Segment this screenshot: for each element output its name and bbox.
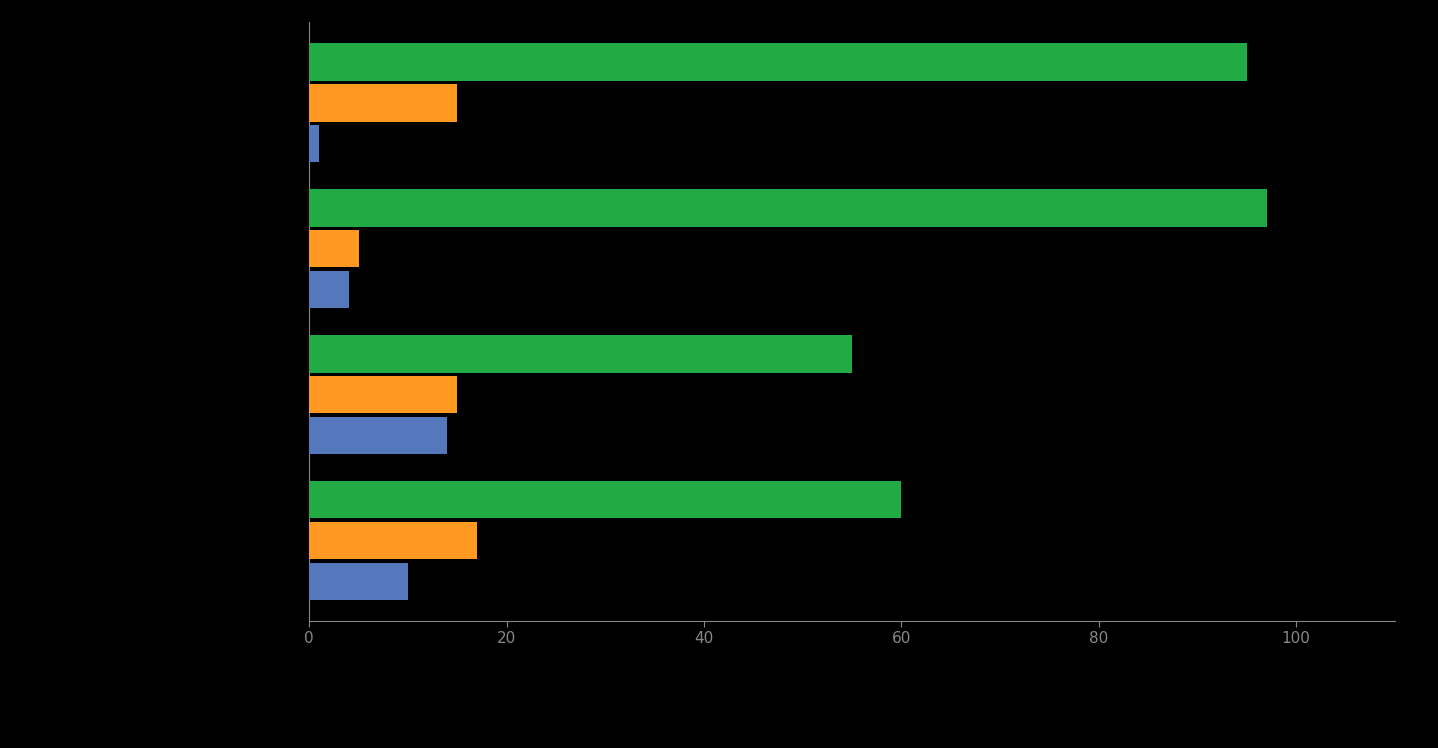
Bar (309, 335, 851, 373)
Bar (309, 230, 358, 268)
Bar (309, 271, 348, 308)
Bar (309, 562, 408, 600)
Bar (309, 522, 477, 560)
Bar (309, 43, 1247, 81)
Bar (309, 375, 457, 414)
Bar (309, 125, 319, 162)
Bar (309, 84, 457, 121)
Bar (309, 417, 447, 454)
Bar (309, 189, 1267, 227)
Bar (309, 481, 902, 518)
